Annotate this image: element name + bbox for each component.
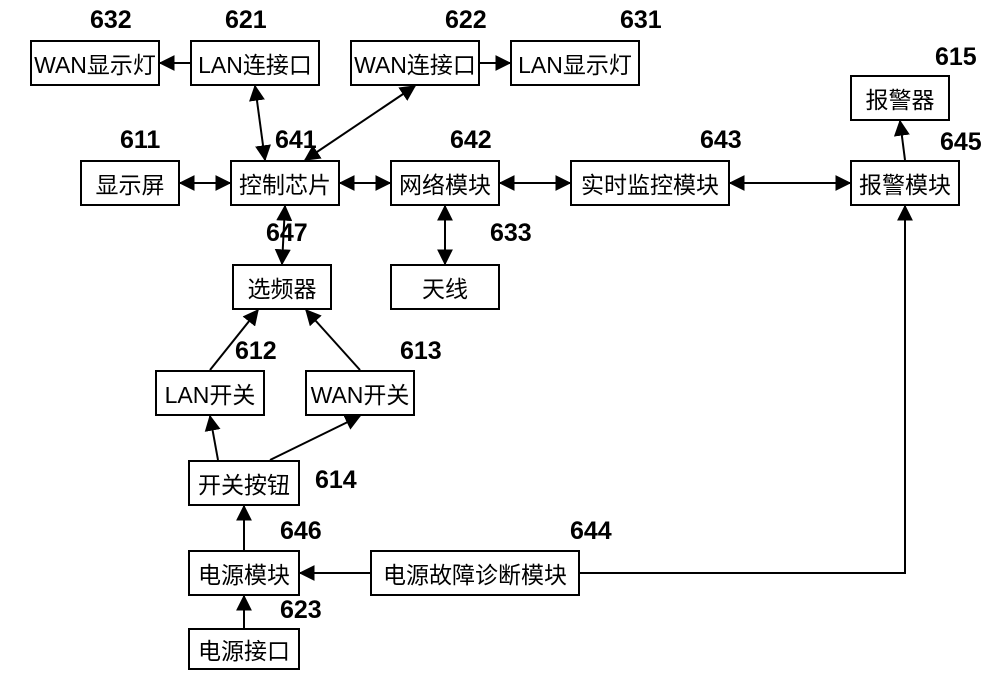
edge-n613-n647	[306, 310, 360, 370]
num-n644: 644	[570, 517, 612, 546]
node-n621: LAN连接口	[190, 40, 320, 86]
node-n614: 开关按钮	[188, 460, 300, 506]
node-n613: WAN开关	[305, 370, 415, 416]
node-n645: 报警模块	[850, 160, 960, 206]
node-n647: 选频器	[232, 264, 332, 310]
num-n611: 611	[120, 126, 160, 155]
node-n644: 电源故障诊断模块	[370, 550, 580, 596]
node-n632: WAN显示灯	[30, 40, 160, 86]
num-n614: 614	[315, 466, 357, 495]
node-n611: 显示屏	[80, 160, 180, 206]
diagram-canvas: WAN显示灯 LAN连接口 WAN连接口 LAN显示灯报警器显示屏 控制芯片 网络模块 实时…	[0, 0, 1000, 675]
num-n613: 613	[400, 337, 442, 366]
num-n612: 612	[235, 337, 277, 366]
node-n646: 电源模块	[188, 550, 300, 596]
node-n641: 控制芯片	[230, 160, 340, 206]
num-n631: 631	[620, 6, 662, 35]
node-n612: LAN开关	[155, 370, 265, 416]
edge-n614-n613	[270, 416, 360, 460]
node-n631: LAN显示灯	[510, 40, 640, 86]
num-n633: 633	[490, 219, 532, 248]
num-n622: 622	[445, 6, 487, 35]
num-n621: 621	[225, 6, 267, 35]
num-n646: 646	[280, 517, 322, 546]
edge-n644-n645	[580, 206, 905, 573]
num-n632: 632	[90, 6, 132, 35]
edge-n645-n615	[900, 121, 905, 160]
node-n622: WAN连接口	[350, 40, 480, 86]
num-n645: 645	[940, 128, 982, 157]
edge-n641-n621	[255, 86, 265, 160]
num-n641: 641	[275, 126, 317, 155]
node-n623: 电源接口	[188, 628, 300, 670]
node-n633: 天线	[390, 264, 500, 310]
num-n623: 623	[280, 596, 322, 625]
num-n615: 615	[935, 43, 977, 72]
node-n643: 实时监控模块	[570, 160, 730, 206]
node-n642: 网络模块	[390, 160, 500, 206]
node-n615: 报警器	[850, 75, 950, 121]
num-n643: 643	[700, 126, 742, 155]
edge-n614-n612	[210, 416, 218, 460]
num-n647: 647	[266, 219, 308, 248]
edge-n641-n622	[305, 86, 415, 160]
num-n642: 642	[450, 126, 492, 155]
